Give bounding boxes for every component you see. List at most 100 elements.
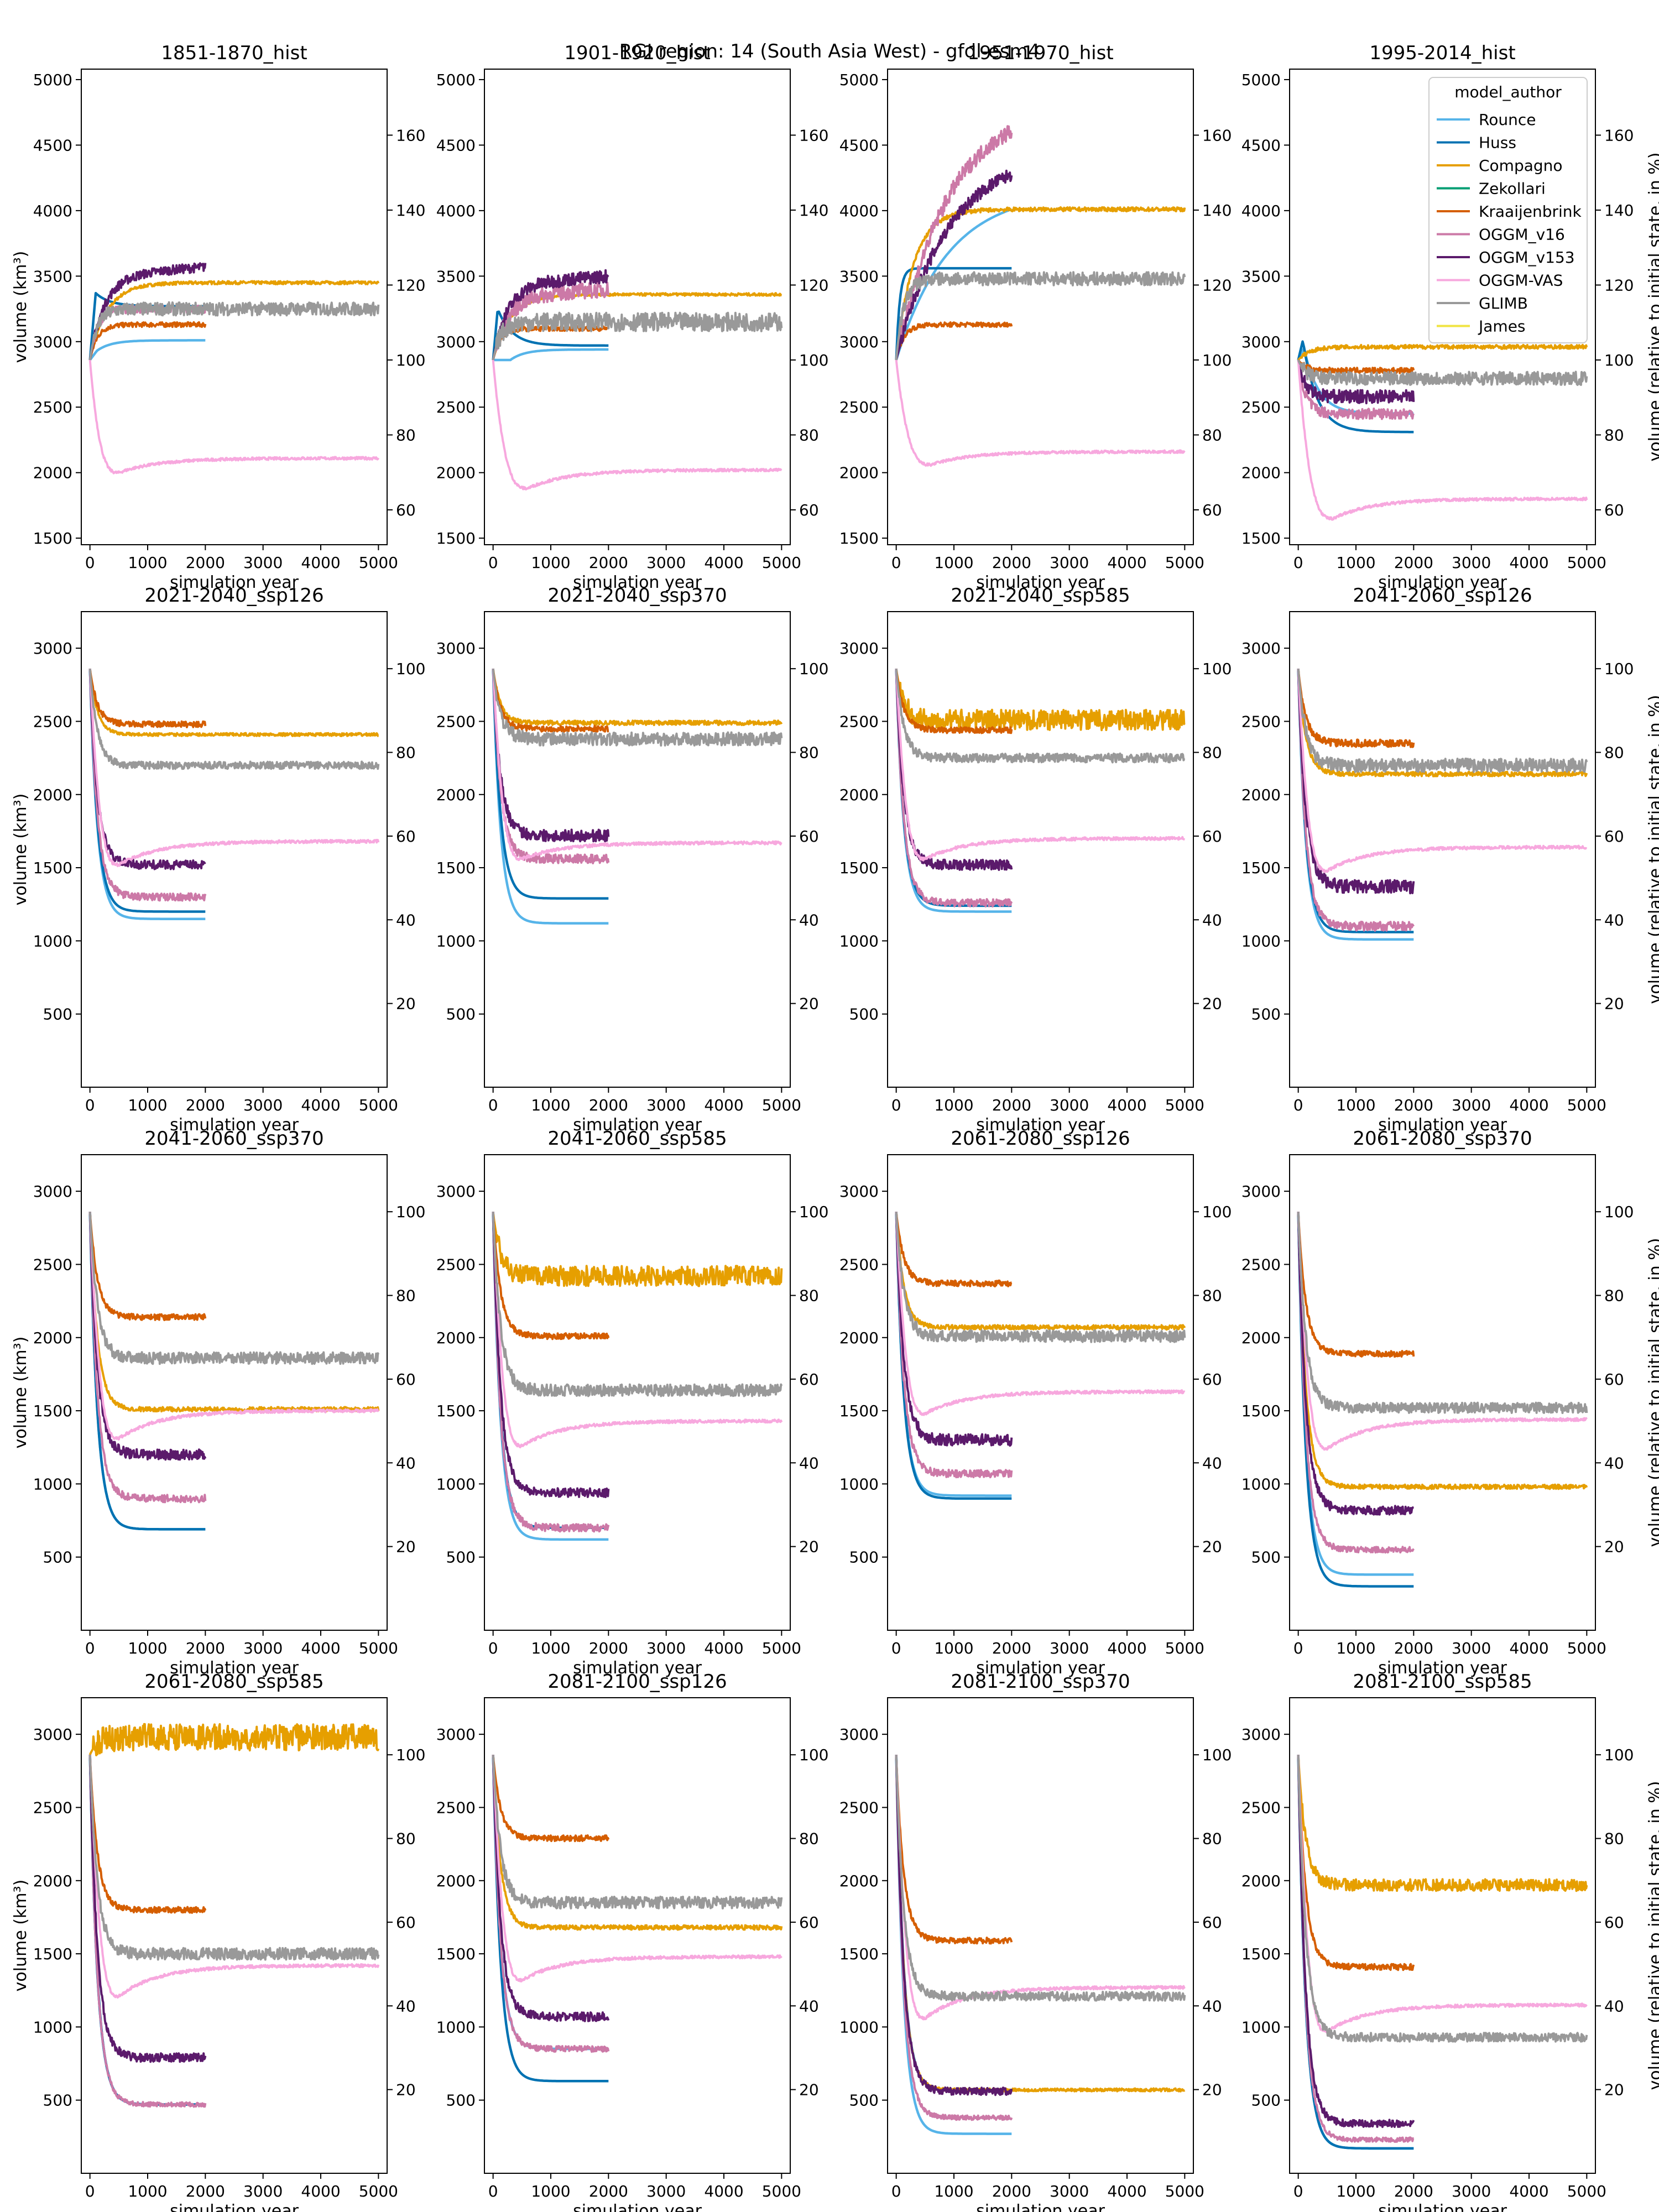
x-tick-label: 4000	[301, 1096, 340, 1114]
x-tick-label: 0	[891, 1096, 901, 1114]
x-tick-label: 5000	[1165, 1639, 1204, 1657]
axes-frame	[484, 1154, 791, 1631]
y-tick-label: 4500	[436, 136, 476, 154]
y2-tick-label: 160	[1202, 126, 1232, 144]
y-tick-label: 2000	[1241, 1872, 1281, 1890]
y2-tick-label: 100	[1604, 1203, 1634, 1221]
y2-tick-label: 100	[799, 660, 828, 678]
series-group	[492, 668, 783, 925]
series-group	[88, 668, 380, 920]
series-line-oggm-v16	[1297, 1755, 1415, 2143]
y-tick-label: 1500	[33, 859, 72, 877]
series-line-rounce	[895, 669, 1012, 913]
x-tick-label: 2000	[589, 1639, 628, 1657]
y-tick-label: 2000	[839, 1872, 879, 1890]
x-tick-label: 4000	[1509, 1639, 1548, 1657]
y2-tick-label: 20	[1604, 1538, 1624, 1556]
y2-tick-label: 40	[396, 1454, 416, 1472]
panel-2061-2080-ssp126: 0 1000 2000 3000 4000 5000 500 1000 1500 2000 2500…	[839, 1128, 1232, 1678]
y2-tick-label: 120	[799, 276, 828, 294]
x-tick-label: 0	[488, 1639, 498, 1657]
x-tick-label: 3000	[243, 554, 283, 572]
x-tick-label: 4000	[301, 2182, 340, 2200]
y2-tick-label: 140	[1202, 201, 1232, 220]
series-line-oggm-vas	[895, 1755, 1186, 2021]
y-tick-label: 2000	[1241, 786, 1281, 804]
y-tick-label: 2000	[436, 1872, 476, 1890]
panel-grid: 0 1000 2000 3000 4000 50001500200025003000350…	[11, 42, 1659, 2212]
x-axis-label: simulation year	[1378, 2201, 1507, 2212]
x-tick-label: 3000	[1452, 2182, 1491, 2200]
y-tick-label: 2500	[33, 712, 72, 731]
y-tick-label: 5000	[436, 71, 476, 89]
x-tick-label: 2000	[992, 554, 1031, 572]
y2-tick-label: 80	[396, 744, 416, 762]
series-line-glimb	[895, 669, 1186, 764]
y-tick-label: 3000	[1241, 639, 1281, 658]
x-tick-label: 3000	[1050, 1639, 1089, 1657]
series-line-kraaijenbrink	[88, 321, 207, 361]
series-line-huss	[88, 669, 206, 913]
y2-tick-label: 140	[799, 201, 828, 220]
x-tick-label: 4000	[1107, 2182, 1146, 2200]
panel-title: 2061-2080_ssp126	[951, 1128, 1130, 1150]
series-group	[88, 1212, 380, 1531]
y2-tick-label: 20	[1604, 995, 1624, 1013]
x-tick-label: 2000	[992, 1096, 1031, 1114]
series-line-oggm-v153	[492, 1755, 610, 2022]
panel-title: 2021-2040_ssp585	[951, 585, 1130, 607]
panel-2021-2040-ssp126: 0 1000 2000 3000 4000 5000 500 1000 1500 2000 2500…	[11, 585, 425, 1135]
series-line-oggm-v153	[88, 669, 206, 870]
y2-tick-label: 40	[396, 1997, 416, 2015]
series-line-compagno	[1297, 669, 1588, 778]
series-line-kraaijenbrink	[88, 1755, 207, 1914]
y2-tick-label: 100	[396, 1746, 425, 1764]
y-tick-label: 500	[849, 2091, 879, 2110]
y-tick-label: 2000	[436, 1329, 476, 1347]
x-tick-label: 3000	[1452, 1096, 1491, 1114]
panel-title: 1851-1870_hist	[161, 42, 307, 64]
y-tick-label: 1000	[839, 932, 879, 950]
axes-frame	[1289, 69, 1596, 545]
series-group	[492, 1755, 783, 2083]
y-tick-label: 2500	[839, 1798, 879, 1817]
series-line-compagno	[88, 668, 379, 737]
y-tick-label: 3000	[33, 639, 72, 658]
series-line-oggm-v153	[1297, 359, 1415, 405]
series-line-rounce	[88, 669, 206, 920]
y-tick-label: 2000	[33, 464, 72, 482]
series-line-rounce	[895, 1755, 1012, 2135]
series-line-oggm-vas	[895, 1212, 1186, 1416]
series-line-oggm-v153	[895, 1212, 1013, 1447]
x-tick-label: 0	[85, 1639, 95, 1657]
y-axis-label: volume (km³)	[11, 1880, 30, 1992]
panel-title: 2021-2040_ssp370	[547, 585, 727, 607]
y-tick-label: 2500	[436, 1255, 476, 1274]
series-line-kraaijenbrink	[492, 1755, 610, 1843]
y2-tick-label: 100	[1202, 1203, 1232, 1221]
panel-title: 2081-2100_ssp370	[951, 1671, 1130, 1693]
y-tick-label: 4000	[436, 202, 476, 220]
x-tick-label: 5000	[359, 1639, 398, 1657]
y-tick-label: 2000	[1241, 464, 1281, 482]
axes-frame	[81, 69, 388, 545]
series-line-huss	[1297, 1755, 1414, 2150]
series-line-glimb	[1297, 1755, 1588, 2043]
series-line-kraaijenbrink	[88, 1212, 207, 1321]
x-axis-label: simulation year	[170, 573, 299, 592]
series-line-glimb	[1297, 669, 1588, 773]
series-line-glimb	[492, 1755, 783, 1910]
x-tick-label: 5000	[762, 554, 801, 572]
y2-tick-label: 100	[1202, 1746, 1232, 1764]
y-tick-label: 1500	[1241, 1945, 1281, 1963]
y-tick-label: 2500	[839, 712, 879, 731]
x-tick-label: 2000	[1394, 554, 1433, 572]
x-tick-label: 4000	[704, 554, 743, 572]
panel-1901-1920-hist: 0 1000 2000 3000 4000 5000 1500 2000 2500 3000 350…	[436, 42, 829, 592]
axes-frame	[887, 1697, 1194, 2174]
x-tick-label: 5000	[1165, 2182, 1204, 2200]
y2-tick-label: 100	[1202, 660, 1232, 678]
axes-frame	[81, 1154, 388, 1631]
axes-frame	[484, 611, 791, 1088]
y-tick-label: 3000	[1241, 1182, 1281, 1201]
